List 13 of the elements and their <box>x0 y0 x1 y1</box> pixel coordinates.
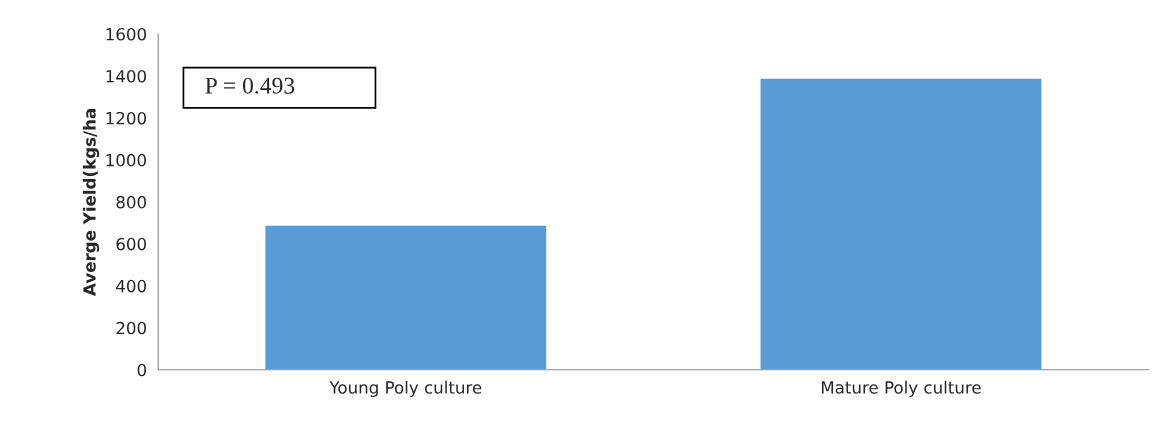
y-tick-label: 0 <box>137 363 146 377</box>
y-tick-label: 1200 <box>106 111 146 125</box>
y-tick-label: 400 <box>116 279 146 293</box>
y-axis-title: Averge Yield(kgs/ha <box>82 109 100 296</box>
x-tick-label: Young Poly culture <box>329 380 482 397</box>
x-tick-label: Mature Poly culture <box>821 380 981 397</box>
y-tick-label: 1600 <box>106 27 146 41</box>
y-tick-label: 1000 <box>106 153 146 167</box>
annotation: P = 0.493 <box>205 77 295 94</box>
y-tick-label: 1400 <box>106 69 146 83</box>
y-tick-label: 800 <box>116 195 146 209</box>
y-tick-label: 600 <box>116 237 146 251</box>
y-tick-label: 200 <box>116 321 146 335</box>
